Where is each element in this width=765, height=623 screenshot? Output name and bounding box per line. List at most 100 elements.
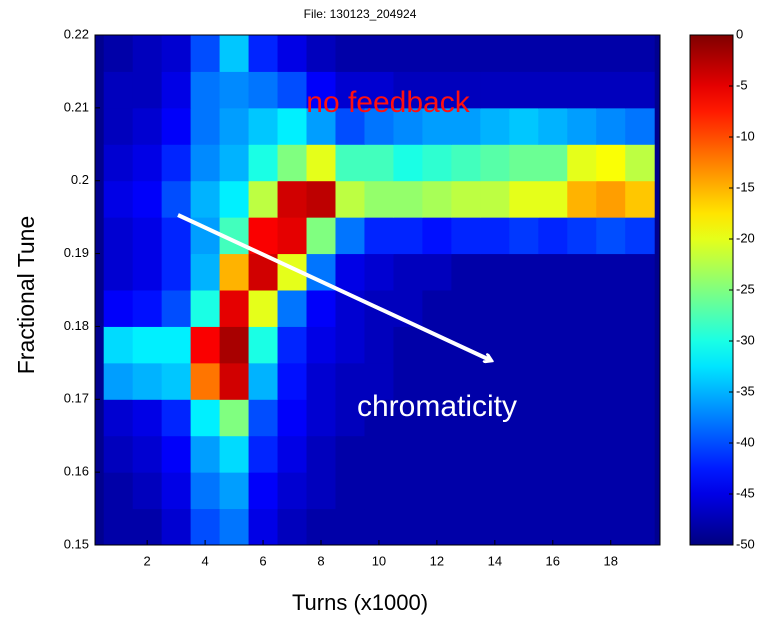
heatmap-cell <box>248 508 279 546</box>
heatmap-cell <box>219 399 250 437</box>
heatmap-cell <box>393 71 423 109</box>
y-tick-label: 0.2 <box>71 172 89 187</box>
heatmap-cell <box>219 144 250 182</box>
heatmap-cell <box>277 180 308 218</box>
heatmap-cell <box>103 326 134 364</box>
heatmap-cell <box>451 362 481 400</box>
x-tick-label: 8 <box>317 553 324 568</box>
heatmap-cell <box>103 35 134 72</box>
heatmap-cell <box>567 290 597 327</box>
heatmap-cell <box>393 35 423 72</box>
heatmap-cell <box>422 71 452 109</box>
heatmap-cell <box>538 144 568 182</box>
heatmap-cell <box>422 290 452 327</box>
heatmap-cell <box>538 435 568 473</box>
heatmap-cell <box>306 180 336 218</box>
heatmap-cell <box>393 435 423 473</box>
heatmap-cell <box>451 71 481 109</box>
heatmap-cell <box>480 508 510 546</box>
colorbar-tick-label: -40 <box>736 434 755 449</box>
heatmap-cell <box>335 435 365 473</box>
heatmap-cell <box>364 107 394 145</box>
heatmap-cell <box>219 508 250 546</box>
heatmap-cell <box>364 435 394 473</box>
heatmap-cell <box>132 180 163 218</box>
heatmap-cell <box>364 362 394 400</box>
heatmap-cell <box>364 326 394 364</box>
heatmap-cell <box>596 508 626 546</box>
heatmap-cell <box>132 472 163 510</box>
heatmap-cell <box>277 435 308 473</box>
heatmap-cell <box>422 399 452 437</box>
heatmap-cell <box>567 107 597 145</box>
colorbar-tick-label: -50 <box>736 536 755 551</box>
heatmap-cell <box>161 435 192 473</box>
heatmap-cell <box>306 144 336 182</box>
heatmap-cell <box>567 435 597 473</box>
heatmap-cell <box>277 508 308 546</box>
heatmap-cell <box>451 290 481 327</box>
heatmap-cell <box>103 253 134 291</box>
chart-title: File: 130123_204924 <box>304 7 417 21</box>
heatmap-cell <box>190 144 221 182</box>
heatmap-cell <box>364 472 394 510</box>
x-tick-label: 16 <box>546 553 560 568</box>
x-tick-label: 2 <box>144 553 151 568</box>
heatmap-cell <box>509 217 539 255</box>
heatmap-cell <box>248 290 279 327</box>
heatmap-cell <box>393 472 423 510</box>
heatmap-cell <box>248 472 279 510</box>
heatmap-cell <box>306 217 336 255</box>
heatmap-cell <box>161 217 192 255</box>
heatmap-cell <box>538 290 568 327</box>
heatmap-cell <box>248 35 279 72</box>
heatmap-cell <box>248 399 279 437</box>
heatmap-cell <box>335 71 365 109</box>
heatmap-cell <box>538 217 568 255</box>
heatmap-cell <box>509 399 539 437</box>
colorbar-tick-label: -15 <box>736 179 755 194</box>
heatmap-cell <box>364 399 394 437</box>
heatmap-cell <box>567 472 597 510</box>
heatmap-cell <box>248 144 279 182</box>
heatmap-cell <box>132 326 163 364</box>
heatmap-cell <box>306 35 336 72</box>
heatmap-cell <box>161 71 192 109</box>
heatmap-cell <box>422 362 452 400</box>
heatmap-cell <box>132 290 163 327</box>
heatmap-cell <box>103 217 134 255</box>
heatmap-cell <box>451 144 481 182</box>
heatmap-cell <box>335 107 365 145</box>
heatmap-cell <box>480 180 510 218</box>
heatmap-cell <box>451 107 481 145</box>
heatmap-cell <box>306 399 336 437</box>
y-tick-label: 0.22 <box>64 26 89 41</box>
heatmap-cell <box>335 253 365 291</box>
y-tick-label: 0.19 <box>64 245 89 260</box>
heatmap-cell <box>451 435 481 473</box>
heatmap-cell <box>248 362 279 400</box>
heatmap-cell <box>596 290 626 327</box>
annotation: no feedback <box>306 86 470 119</box>
heatmap-cell <box>103 107 134 145</box>
heatmap-cell <box>335 217 365 255</box>
heatmap-cell <box>422 217 452 255</box>
x-tick-label: 4 <box>201 553 208 568</box>
heatmap-cell <box>335 472 365 510</box>
heatmap-cell <box>422 253 452 291</box>
heatmap-cell <box>364 253 394 291</box>
heatmap-cell <box>567 180 597 218</box>
heatmap-cell <box>277 35 308 72</box>
heatmap-cell <box>596 362 626 400</box>
heatmap-cell <box>625 180 655 218</box>
heatmap-cell <box>306 326 336 364</box>
y-tick-label: 0.17 <box>64 391 89 406</box>
heatmap-cell <box>393 399 423 437</box>
annotation: chromaticity <box>357 390 517 423</box>
heatmap-cell <box>335 399 365 437</box>
heatmap-cell <box>161 508 192 546</box>
heatmap-cell <box>219 253 250 291</box>
heatmap-cell <box>625 508 655 546</box>
heatmap-cell <box>103 290 134 327</box>
